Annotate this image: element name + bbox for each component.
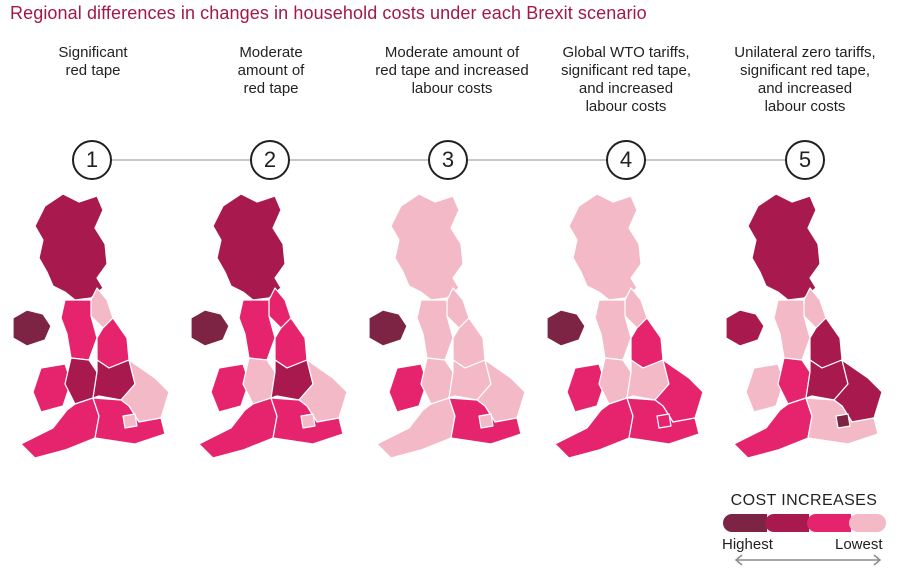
region-ni xyxy=(546,309,586,347)
scenario-2-caption: Moderate amount of red tape xyxy=(237,44,305,97)
scenario-4-map xyxy=(546,193,704,459)
double-arrow-icon xyxy=(734,554,882,566)
region-london xyxy=(656,413,672,429)
scenario-1-map xyxy=(12,193,170,459)
legend-title: COST INCREASES xyxy=(730,492,878,509)
legend-swatch-low xyxy=(807,514,851,532)
region-scotland xyxy=(390,193,464,301)
region-london xyxy=(300,413,316,429)
region-london xyxy=(835,413,851,429)
legend-highest-label: Highest xyxy=(722,536,773,553)
region-ni xyxy=(368,309,408,347)
region-ni xyxy=(12,309,52,347)
region-scotland xyxy=(212,193,286,301)
scenario-3-caption: Moderate amount of red tape and increase… xyxy=(375,44,529,97)
legend-swatch-highest xyxy=(723,514,767,532)
legend-swatch-lowest xyxy=(849,514,886,532)
scenario-2-number: 2 xyxy=(250,140,290,180)
region-london xyxy=(122,413,138,429)
region-north-west xyxy=(60,299,98,361)
scenario-1-caption: Significant red tape xyxy=(58,44,128,79)
region-ni xyxy=(725,309,765,347)
scenario-4-caption: Global WTO tariffs, significant red tape… xyxy=(560,44,692,115)
scenario-timeline: 1 2 3 4 5 xyxy=(0,135,900,195)
scenario-2-map xyxy=(190,193,348,459)
scenario-3-number: 3 xyxy=(428,140,468,180)
region-wales xyxy=(210,363,250,413)
scenario-5-caption: Unilateral zero tariffs, significant red… xyxy=(734,44,876,115)
region-scotland xyxy=(568,193,642,301)
region-ni xyxy=(190,309,230,347)
region-west-midlands xyxy=(242,357,276,405)
chart-title: Regional differences in changes in house… xyxy=(10,3,647,23)
region-wales xyxy=(566,363,606,413)
scenario-5-number: 5 xyxy=(785,140,825,180)
region-scotland xyxy=(34,193,108,301)
legend-lowest-label: Lowest xyxy=(835,536,883,553)
region-north-west xyxy=(594,299,632,361)
region-london xyxy=(478,413,494,429)
region-wales xyxy=(32,363,72,413)
region-north-west xyxy=(773,299,811,361)
region-west-midlands xyxy=(420,357,454,405)
region-wales xyxy=(388,363,428,413)
region-west-midlands xyxy=(598,357,632,405)
scenario-5-map xyxy=(725,193,883,459)
legend-color-scale xyxy=(723,514,886,532)
region-west-midlands xyxy=(64,357,98,405)
region-west-midlands xyxy=(777,357,811,405)
scenario-4-number: 4 xyxy=(606,140,646,180)
region-scotland xyxy=(747,193,821,301)
scenario-3-map xyxy=(368,193,526,459)
scenario-1-number: 1 xyxy=(72,140,112,180)
legend-swatch-high xyxy=(765,514,809,532)
region-wales xyxy=(745,363,785,413)
